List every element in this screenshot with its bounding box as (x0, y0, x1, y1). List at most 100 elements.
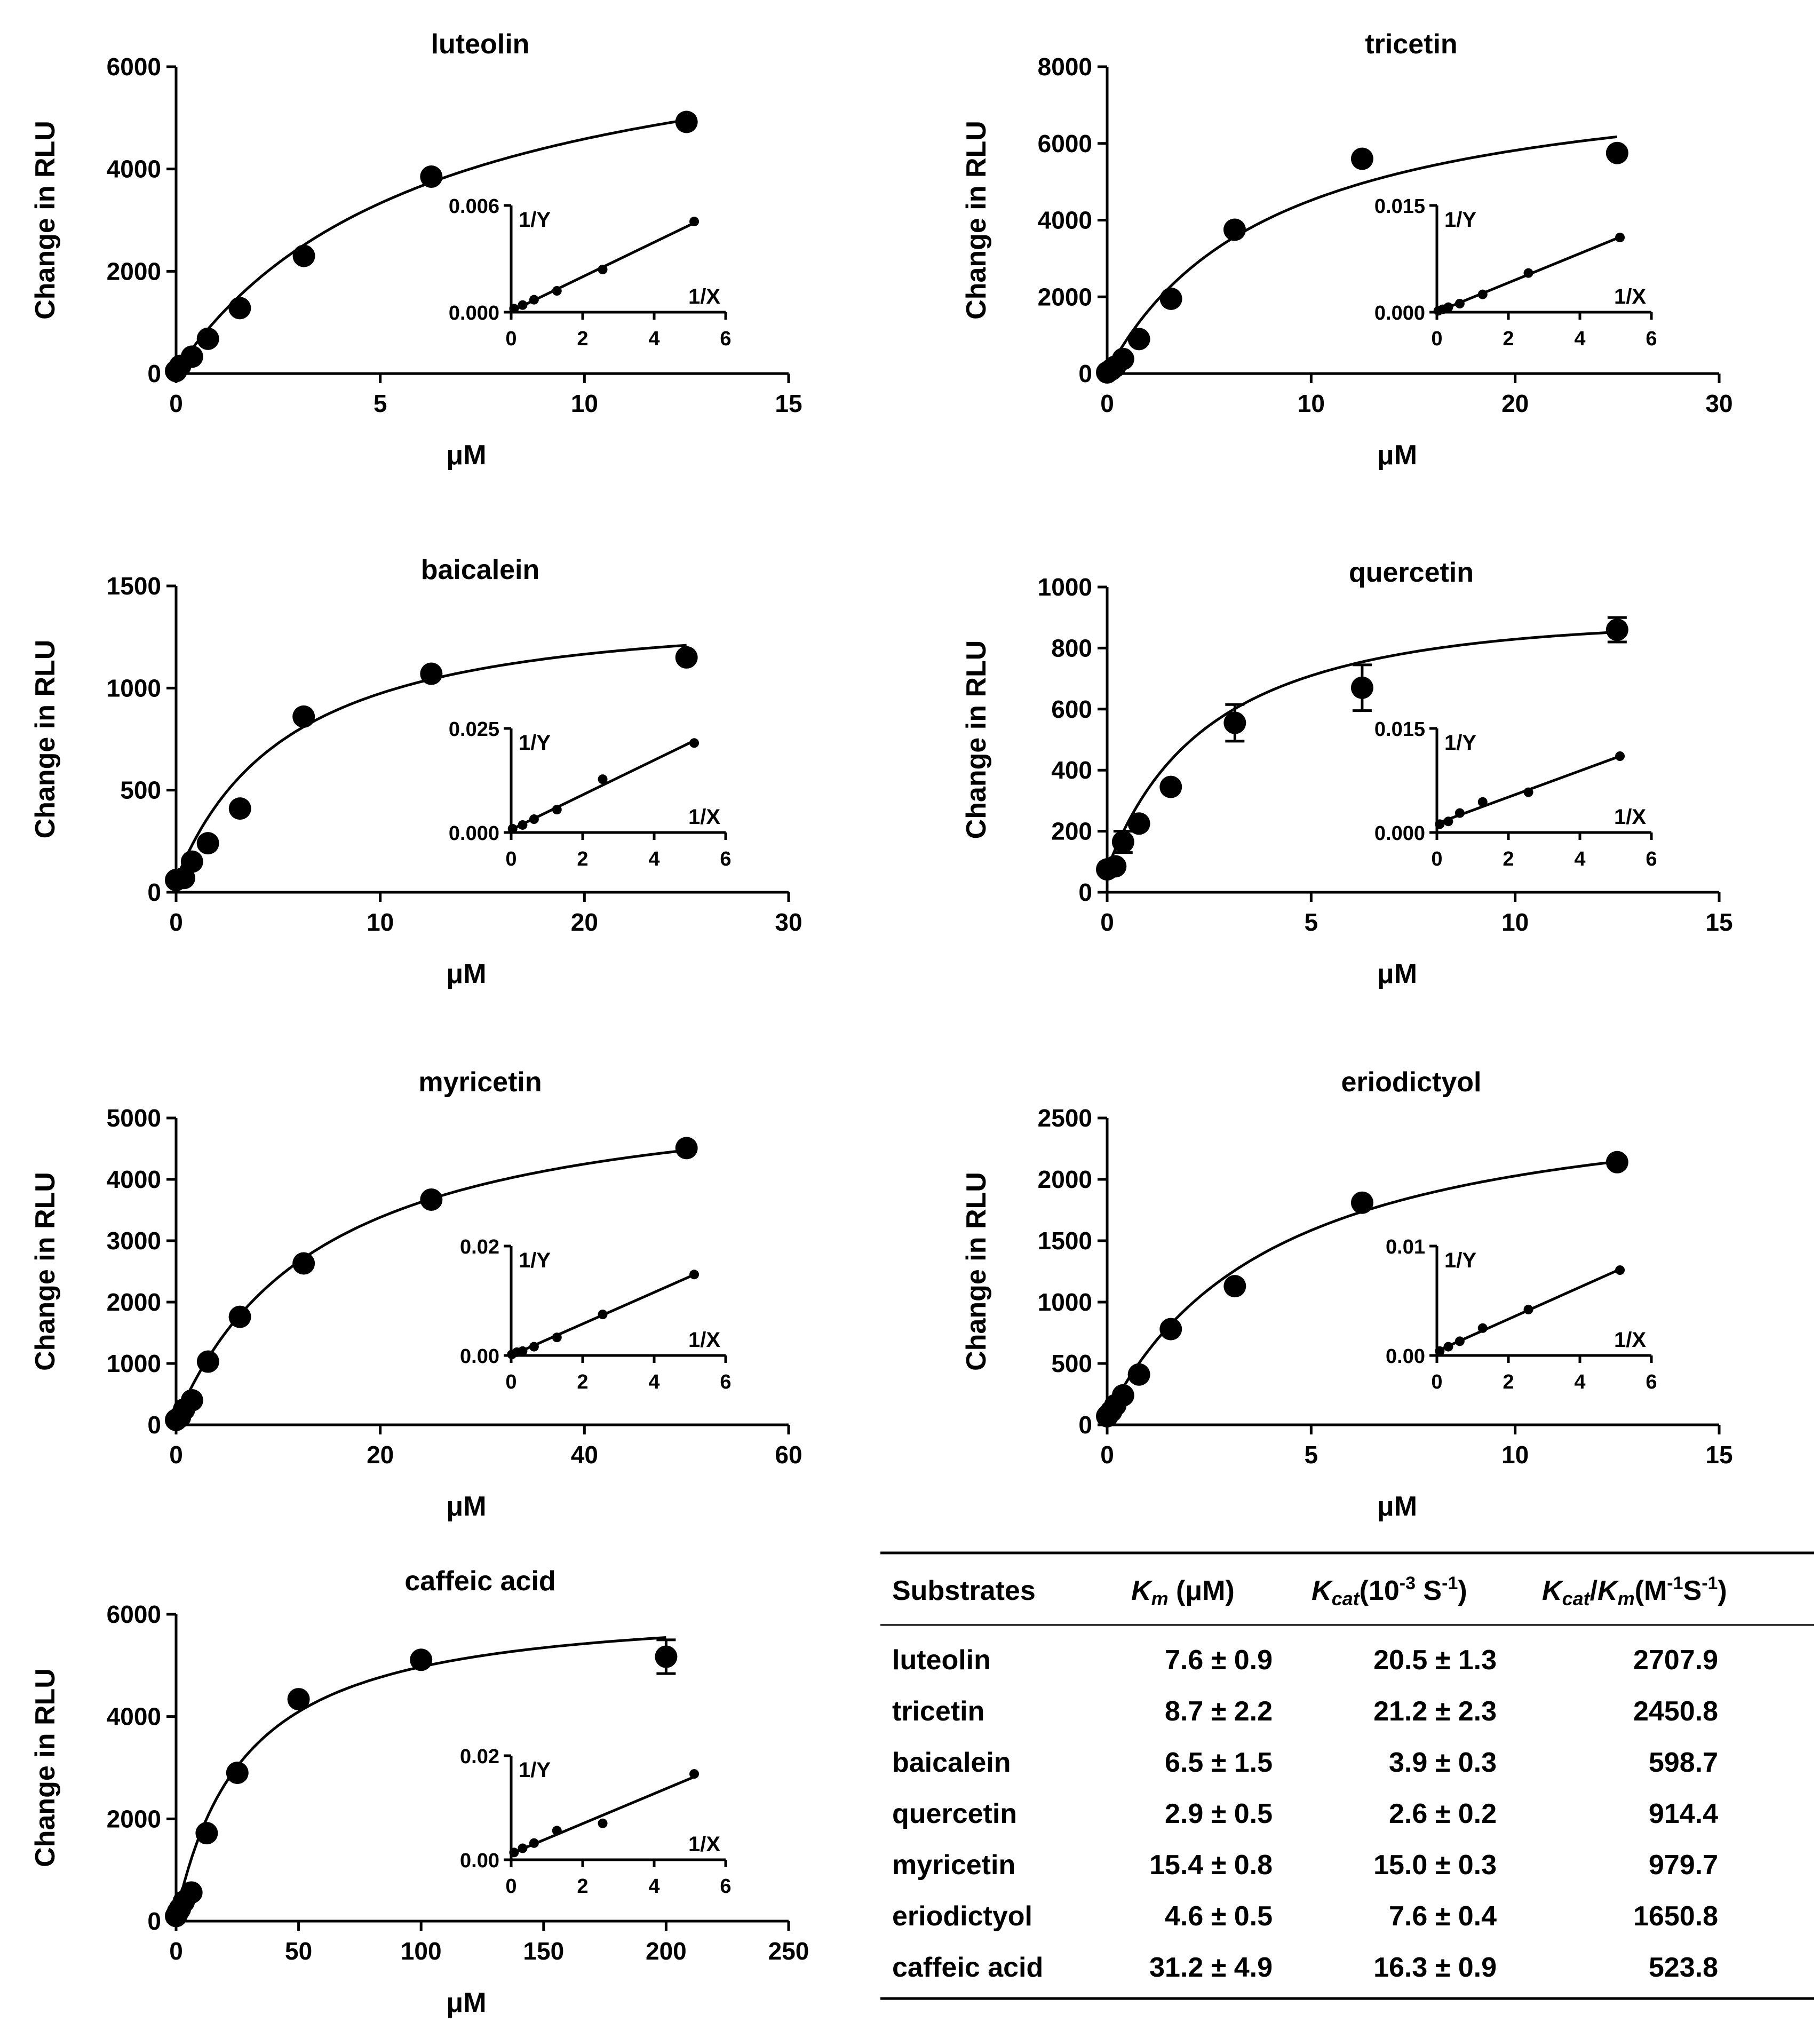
x-tick-label: 0 (1100, 1441, 1114, 1469)
inset-data-point (552, 286, 562, 296)
table-cell: 8.7 ± 2.2 (1165, 1696, 1273, 1727)
x-tick-label: 0 (169, 908, 183, 936)
data-point (1606, 1151, 1628, 1173)
data-point (228, 1305, 251, 1328)
data-point (420, 165, 443, 188)
inset-plot: 0.000 0.015 0 2 4 6 1/Y 1/X (1374, 718, 1657, 870)
y-tick-label: 4000 (1038, 207, 1092, 234)
header-ratio-exp2: -1 (1702, 1573, 1718, 1593)
data-point (675, 1137, 698, 1160)
inset-y-label: 1/Y (519, 731, 551, 755)
data-point (180, 1389, 203, 1411)
y-tick-label: 6000 (107, 53, 161, 81)
inset-data-point (1477, 1323, 1488, 1333)
x-tick-label: 0 (169, 390, 183, 417)
x-tick-label: 5 (373, 390, 387, 417)
header-ratio-exp1: -1 (1667, 1573, 1683, 1593)
header-kcat-sub: cat (1332, 1588, 1361, 1609)
inset-y-tick-label: 0.000 (449, 822, 499, 845)
data-point (1606, 141, 1628, 164)
y-tick-label: 800 (1051, 634, 1092, 662)
inset-y-label: 1/Y (519, 208, 551, 232)
x-tick-label: 15 (1705, 1441, 1732, 1469)
inset-data-point (552, 1333, 562, 1343)
data-point (410, 1648, 433, 1671)
y-tick-label: 3000 (107, 1227, 161, 1255)
inset-y-label: 1/Y (1444, 208, 1476, 232)
data-point (1127, 328, 1150, 351)
data-point (226, 1762, 249, 1785)
inset-x-tick-label: 2 (1503, 1371, 1514, 1393)
y-tick-label: 2500 (1038, 1104, 1092, 1132)
inset-x-label: 1/X (688, 1328, 720, 1352)
table-cell: 7.6 ± 0.9 (1165, 1645, 1273, 1676)
y-tick-label: 1500 (107, 572, 161, 600)
inset-data-point (529, 1342, 539, 1352)
x-tick-label: 30 (775, 908, 802, 936)
inset-data-point (598, 1818, 608, 1828)
table-cell: 31.2 ± 4.9 (1149, 1952, 1273, 1983)
table-cell: myricetin (892, 1850, 1015, 1881)
x-axis-label: μM (1377, 958, 1417, 989)
data-point (1606, 618, 1628, 641)
inset-x-tick-label: 0 (1431, 1371, 1442, 1393)
data-point (675, 646, 698, 669)
inset-x-tick-label: 2 (577, 848, 588, 870)
inset-x-label: 1/X (688, 805, 720, 829)
x-axis-label: μM (446, 958, 486, 989)
table-cell: quercetin (892, 1798, 1017, 1829)
fit-curve (1106, 631, 1617, 870)
x-axis-label: μM (446, 1491, 486, 1522)
inset-x-label: 1/X (1614, 285, 1646, 308)
data-point (1350, 1191, 1373, 1214)
panel-title: caffeic acid (404, 1566, 555, 1597)
x-tick-label: 0 (169, 1937, 183, 1965)
data-point (675, 110, 698, 133)
inset-x-tick-label: 2 (1503, 848, 1514, 870)
inset-data-point (689, 1270, 700, 1280)
inset-y-tick-label: 0.015 (1374, 718, 1425, 741)
x-tick-label: 200 (646, 1937, 687, 1965)
data-point (420, 662, 443, 685)
inset-x-tick-label: 0 (505, 848, 516, 870)
y-tick-label: 6000 (1038, 130, 1092, 157)
header-ratio-kcat-sub: cat (1562, 1588, 1591, 1609)
inset-y-label: 1/Y (1444, 1249, 1476, 1272)
panel-title: luteolin (431, 29, 530, 60)
header-km: Km (μM) (1131, 1575, 1235, 1609)
y-tick-label: 2000 (107, 1805, 161, 1833)
inset-x-tick-label: 0 (1431, 848, 1442, 870)
inset-data-point (552, 1826, 562, 1836)
table-cell: 4.6 ± 0.5 (1165, 1901, 1273, 1932)
y-tick-label: 0 (1078, 360, 1092, 387)
inset-x-tick-label: 4 (648, 1875, 659, 1898)
inset-y-label: 1/Y (519, 1249, 551, 1272)
inset-y-tick-label: 0.000 (1374, 822, 1425, 845)
fit-curve (1106, 135, 1618, 374)
inset-data-point (598, 774, 608, 784)
inset-x-tick-label: 0 (505, 328, 516, 350)
fit-curve (174, 1636, 666, 1916)
data-point (292, 1252, 315, 1275)
x-tick-label: 5 (1305, 1441, 1318, 1469)
data-point (292, 244, 315, 267)
inset-data-point (1615, 233, 1625, 242)
inset-plot: 0.00 0.01 0 2 4 6 1/Y 1/X (1386, 1236, 1657, 1393)
panel-title: eriodictyol (1341, 1067, 1482, 1098)
y-tick-label: 600 (1051, 695, 1092, 723)
header-kcat-unit-mid: S (1416, 1575, 1442, 1606)
y-axis-label: Change in RLU (30, 1668, 61, 1867)
inset-x-tick-label: 6 (1646, 328, 1657, 350)
inset-plot: 0.000 0.006 0 2 4 6 1/Y 1/X (449, 195, 732, 350)
x-tick-label: 20 (1501, 390, 1529, 417)
data-point (228, 797, 251, 820)
inset-data-point (1435, 819, 1445, 829)
x-tick-label: 10 (571, 390, 598, 417)
data-point (1350, 676, 1373, 699)
inset-data-point (689, 217, 700, 226)
x-tick-label: 30 (1705, 390, 1732, 417)
x-tick-label: 0 (169, 1441, 183, 1469)
